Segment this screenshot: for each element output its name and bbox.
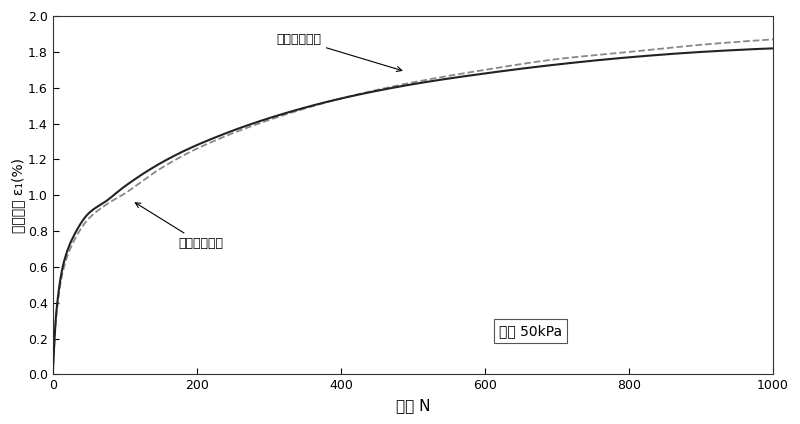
Text: 室内试验结果: 室内试验结果 xyxy=(276,33,402,72)
Text: 数値实验结果: 数値实验结果 xyxy=(135,203,224,250)
Y-axis label: 轴向应变 ε₁(%): 轴向应变 ε₁(%) xyxy=(11,158,25,233)
X-axis label: 振次 N: 振次 N xyxy=(396,398,430,413)
Text: 围压 50kPa: 围压 50kPa xyxy=(499,324,562,338)
